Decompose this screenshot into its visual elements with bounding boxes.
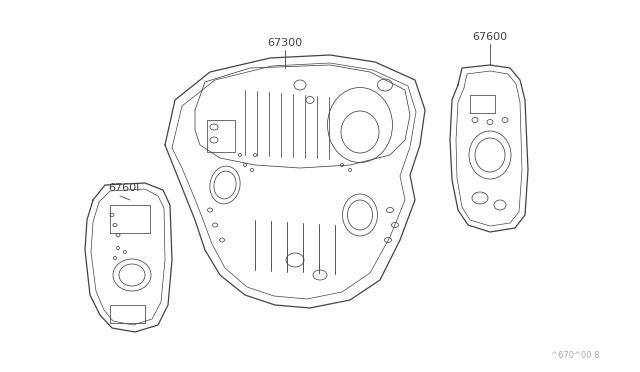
Polygon shape xyxy=(450,65,528,232)
Bar xyxy=(207,120,235,152)
Text: 67600: 67600 xyxy=(472,32,508,42)
Text: ^670^00 8: ^670^00 8 xyxy=(551,350,599,359)
Bar xyxy=(470,95,495,113)
Text: 6760l: 6760l xyxy=(108,183,140,193)
Text: 67300: 67300 xyxy=(268,38,303,48)
Polygon shape xyxy=(165,55,425,308)
Polygon shape xyxy=(85,183,172,332)
Bar xyxy=(110,205,150,233)
Bar xyxy=(110,305,145,323)
